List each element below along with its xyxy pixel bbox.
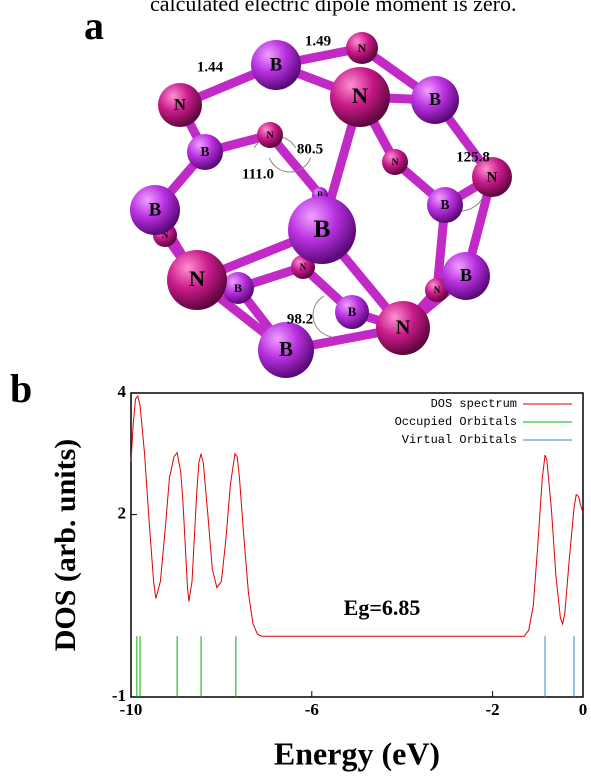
atom-label: B xyxy=(234,281,242,295)
y-tick-label: 4 xyxy=(118,382,127,401)
atom-label: B xyxy=(149,199,162,220)
atom-label: B xyxy=(440,197,449,212)
caption-fragment: calculated electric dipole moment is zer… xyxy=(150,0,517,16)
bond-length: 1.49 xyxy=(305,33,331,49)
atom-label: N xyxy=(266,130,273,141)
angle-label: 125.8 xyxy=(456,149,490,165)
atom-label: N xyxy=(396,317,411,339)
atom-label: N xyxy=(174,95,186,114)
atom-label: B xyxy=(429,89,441,109)
panel-label: b xyxy=(10,366,32,411)
atom-label: N xyxy=(391,157,398,168)
x-axis-label: Energy (eV) xyxy=(274,735,440,771)
atom-label: B xyxy=(460,265,472,285)
panel-label: a xyxy=(84,3,104,48)
bond-length: 1.44 xyxy=(197,59,224,75)
y-tick-label: 2 xyxy=(118,504,127,523)
angle-label: 80.5 xyxy=(297,141,323,157)
atom-label: N xyxy=(300,262,307,272)
angle-label: 111.0 xyxy=(242,166,274,182)
atom-label: N xyxy=(487,169,498,185)
y-axis-label: DOS (arb. units) xyxy=(49,439,82,652)
atom-label: B xyxy=(348,305,357,319)
atom-label: B xyxy=(200,144,209,159)
angle-label: 98.2 xyxy=(287,311,313,327)
y-tick-label: -1 xyxy=(112,686,126,705)
legend-label: Occupied Orbitals xyxy=(395,415,517,429)
atom-label: N xyxy=(352,83,368,108)
x-tick-label: -2 xyxy=(486,700,500,719)
atom-label: N xyxy=(189,266,205,291)
atom-label: B xyxy=(313,214,330,243)
atom-label: B xyxy=(270,54,283,75)
figure: calculated electric dipole moment is zer… xyxy=(0,0,591,778)
atom-label: B xyxy=(279,337,293,361)
x-tick-label: 0 xyxy=(579,700,588,719)
annotation: Eg=6.85 xyxy=(344,595,421,620)
angle-arc xyxy=(313,296,331,337)
atom-label: N xyxy=(434,285,441,295)
atom-label: N xyxy=(358,41,367,55)
legend-label: Virtual Orbitals xyxy=(402,433,517,447)
x-tick-label: -6 xyxy=(305,700,319,719)
legend-label: DOS spectrum xyxy=(431,397,517,411)
